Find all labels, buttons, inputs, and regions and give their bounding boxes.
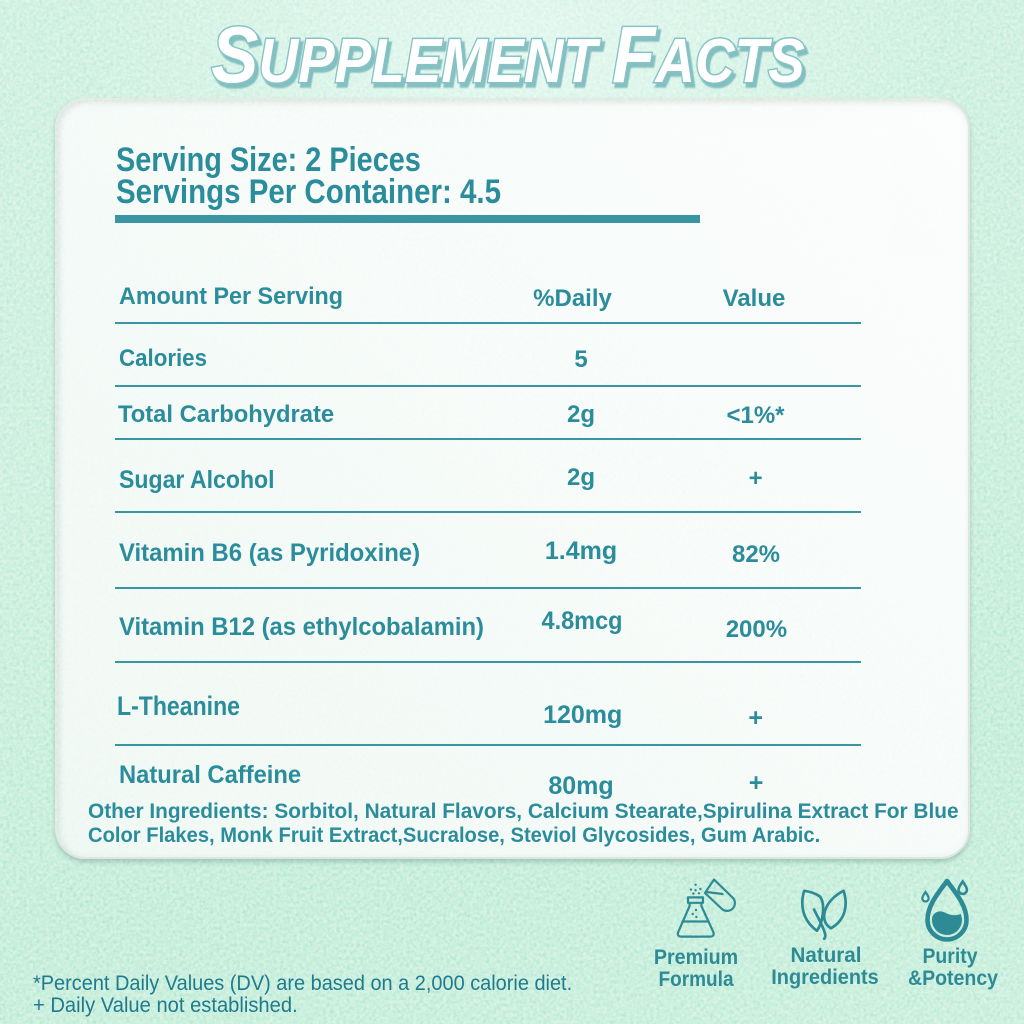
svg-text:SUPPLEMENT FACTS: SUPPLEMENT FACTS	[211, 11, 804, 100]
